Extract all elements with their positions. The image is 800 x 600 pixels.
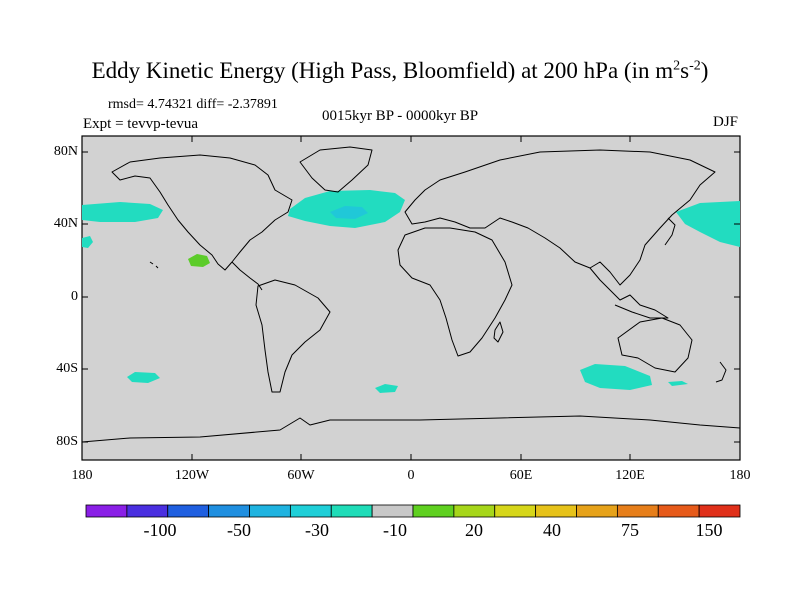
colorbar-label: 20 <box>465 520 483 540</box>
anomaly-patch-north-pacific-west <box>82 202 163 222</box>
colorbar-label: -50 <box>227 520 251 540</box>
colorbar-swatch <box>371 504 414 518</box>
colorbar-label: 150 <box>695 520 723 540</box>
colorbar-swatch <box>126 504 169 518</box>
lon-label-120w: 120W <box>174 468 210 483</box>
stats-text: rmsd= 4.74321 diff= -2.37891 <box>108 97 278 112</box>
coastline-madagascar <box>493 321 504 343</box>
lon-label-180e: 180 <box>729 468 751 483</box>
coastline-south-america <box>255 279 331 393</box>
coastline-north-america <box>111 154 293 271</box>
anomaly-patches <box>82 190 740 393</box>
colorbar <box>85 504 741 518</box>
anomaly-patch-south-pacific <box>127 372 160 383</box>
coastline-europe <box>404 149 716 286</box>
experiment-label: Expt = tevvp-tevua <box>83 116 199 132</box>
anomaly-patch-south-indian <box>580 364 652 390</box>
lat-label-40n: 40N <box>53 216 78 231</box>
coastlines <box>81 146 741 443</box>
coastline-japan <box>664 217 676 246</box>
period-subtitle: 0015kyr BP - 0000kyr BP <box>321 108 479 124</box>
coastline-antarctica <box>81 415 741 443</box>
colorbar-swatch <box>167 504 210 518</box>
map-background <box>81 135 741 461</box>
season-label: DJF <box>713 114 739 130</box>
colorbar-swatch <box>412 504 455 518</box>
lon-label-180w: 180 <box>71 468 93 483</box>
lon-label-60w: 60W <box>287 468 315 483</box>
coastline-new-zealand <box>715 361 727 383</box>
plot-title: Eddy Kinetic Energy (High Pass, Bloomfie… <box>91 58 709 83</box>
colorbar-swatch <box>85 504 128 518</box>
map-ticks <box>81 136 741 460</box>
colorbar-swatch <box>657 504 700 518</box>
colorbar-swatch <box>289 504 332 518</box>
lon-label-60e: 60E <box>509 468 533 483</box>
colorbar-swatch <box>535 504 577 518</box>
anomaly-patch-north-pacific-east <box>676 201 740 247</box>
lat-label-80s: 80S <box>56 434 78 449</box>
colorbar-label: -100 <box>143 520 177 540</box>
colorbar-swatch <box>453 504 496 518</box>
colorbar-swatch <box>698 504 741 518</box>
colorbar-label: -10 <box>383 520 407 540</box>
anomaly-patch-positive-eastern-pacific <box>188 254 210 267</box>
coastline-hawaii <box>149 261 159 269</box>
y-ticks <box>82 151 740 443</box>
colorbar-label: 75 <box>621 520 639 540</box>
lon-label-0: 0 <box>407 468 415 483</box>
colorbar-swatch <box>330 504 373 518</box>
lon-label-120e: 120E <box>615 468 645 483</box>
lat-label-80n: 80N <box>53 144 78 159</box>
anomaly-patch-pacific-small <box>82 236 93 248</box>
anomaly-patch-south-australia <box>668 381 688 386</box>
colorbar-swatch <box>208 504 250 518</box>
x-ticks <box>81 136 741 460</box>
colorbar-label: 40 <box>543 520 561 540</box>
coastline-africa <box>397 227 513 357</box>
coastline-australia <box>617 317 693 373</box>
coastline-southeast-asia <box>589 267 669 319</box>
colorbar-swatch <box>494 504 537 518</box>
colorbar-swatch <box>249 504 291 518</box>
coastline-greenland <box>299 146 373 193</box>
anomaly-patch-north-atlantic-core <box>330 206 368 219</box>
colorbar-swatch <box>576 504 618 518</box>
colorbar-swatch <box>616 504 659 518</box>
colorbar-label: -30 <box>305 520 329 540</box>
anomaly-patch-south-atlantic <box>375 384 398 393</box>
lat-label-40s: 40S <box>56 361 78 376</box>
lat-label-0: 0 <box>71 289 78 304</box>
